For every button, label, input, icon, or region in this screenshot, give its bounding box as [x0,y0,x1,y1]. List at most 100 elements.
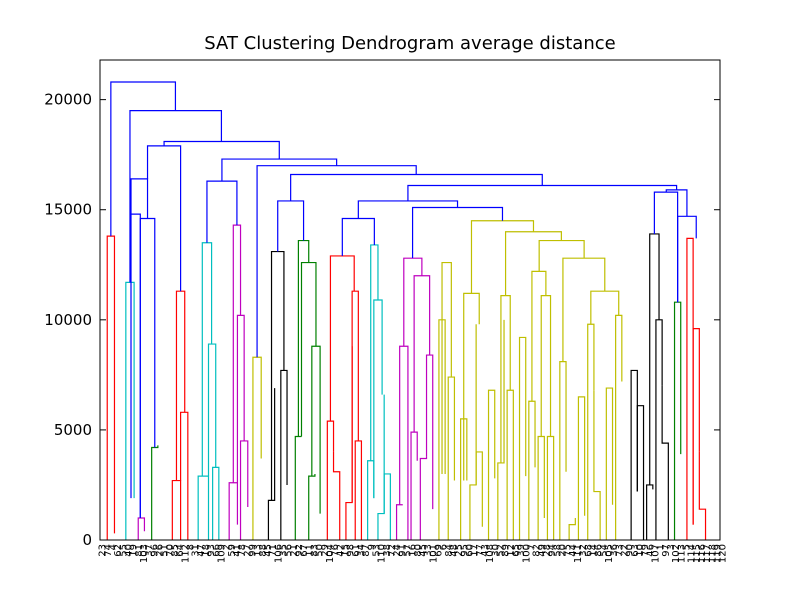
dendrogram-link-red [354,440,363,540]
leaf-label: 15 [340,544,351,557]
leaf-label: 1 [656,544,667,550]
leaf-label: 17 [470,544,481,557]
leaf-label: 82 [532,544,543,557]
leaf-label: 10 [635,544,646,557]
dendrogram-link-red [698,451,707,540]
leaf-label: 71 [268,544,279,557]
dendrogram-link-cyan [212,466,220,540]
dendrogram-link-olive [562,257,606,362]
dendrogram-link-olive [605,387,614,540]
leaf-label: 13 [253,544,264,557]
leaf-label: 24 [392,544,403,557]
leaf-label: 34 [356,544,367,557]
leaf-label: 94 [547,544,558,557]
dendrogram-link-red [106,235,116,540]
leaf-label: 104 [325,544,336,563]
leaf-label: 19 [129,544,140,557]
leaf-label: 47 [196,544,207,557]
dendrogram-link-link [653,191,679,303]
leaf-label: 4 [108,544,119,550]
dendrogram-link-olive [504,231,562,296]
dendrogram-link-cyan [207,343,217,477]
dendrogram-link-link [206,180,238,243]
leaf-label: 14 [588,544,599,557]
leaf-label: 63 [630,544,641,557]
dendrogram-link-black [636,405,645,540]
leaf-label: 89 [501,544,512,557]
leaf-label: 50 [315,544,326,557]
dendrogram-link-link [407,184,678,201]
dendrogram-link-link [130,213,141,518]
leaf-label: 93 [206,544,217,557]
plot-frame [99,59,721,541]
leaf-label: 68 [583,544,594,557]
dendrogram-link-olive [568,517,576,540]
leaf-label: 111 [573,544,584,563]
leaf-label: 59 [227,544,238,557]
dendrogram-link-cyan [201,242,213,477]
dendrogram-link-olive [587,323,595,540]
dendrogram-link-link [411,206,504,259]
dendrogram-link-black [630,369,638,540]
dendrogram-link-olive [615,314,623,540]
leaf-label: 33 [423,544,434,557]
leaf-label: 118 [707,544,718,563]
dendrogram-link-green [294,435,302,540]
leaf-label: 73 [614,544,625,557]
leaf-label: 102 [671,544,682,563]
leaf-label: 64 [175,544,186,557]
dendrogram-link-black [649,233,660,485]
leaf-label: 107 [650,544,661,563]
leaf-label: 86 [594,544,605,557]
dendrogram-link-magenta [403,257,423,347]
dendrogram-link-red [345,346,353,540]
leaf-label: 56 [284,544,295,557]
leaf-label: 18 [201,544,212,557]
leaf-label: 95 [459,544,470,557]
dendrogram-link-olive [441,261,452,474]
leaf-label: 91 [397,544,408,557]
leaf-label: 84 [444,544,455,557]
leaf-label: 83 [309,544,320,557]
leaf-label: 8 [185,544,196,550]
leaf-label: 110 [377,544,388,563]
leaf-label: 75 [563,544,574,557]
leaf-label: 3 [666,544,677,550]
leaf-label: 16 [408,544,419,557]
dendrogram-link-magenta [419,456,428,540]
leaf-label: 23 [98,544,109,557]
leaf-label: 46 [645,544,656,557]
leaf-label: 103 [139,544,150,563]
dendrogram-link-olive [518,336,527,540]
dendrogram-link-red [692,328,700,525]
dendrogram-link-olive [590,290,620,325]
dendrogram-link-green [311,345,321,514]
leaf-label: 119 [712,544,723,563]
leaf-label: 112 [180,544,191,563]
leaf-label: 42 [335,544,346,557]
dendrogram-link-magenta [410,431,418,540]
leaf-label: 22 [619,544,630,557]
dendrogram-link-green [308,473,316,540]
dendrogram-link-black [270,250,285,501]
leaf-label: 30 [490,544,501,557]
leaf-label: 77 [475,544,486,557]
leaf-label: 43 [480,544,491,557]
dendrogram-link-magenta [137,517,146,540]
leaf-label: 87 [361,544,372,557]
leaf-label: 72 [387,544,398,557]
x-axis: 2374462554019811033796265170856411283147… [98,544,729,563]
leaf-label: 45 [263,544,274,557]
leaf-label: 20 [557,544,568,557]
leaf-label: 109 [216,544,227,563]
dendrogram-link-olive [540,295,552,437]
dendrogram-link-olive [469,324,477,540]
leaf-label: 101 [428,544,439,563]
dendrogram-link-magenta [425,354,434,510]
leaf-label: 74 [103,544,114,557]
dendrogram-link-olive [447,376,456,540]
dendrogram-link-green [297,239,310,437]
leaf-label: 51 [160,544,171,557]
leaf-label: 65 [511,544,522,557]
leaf-label: 115 [692,544,703,563]
